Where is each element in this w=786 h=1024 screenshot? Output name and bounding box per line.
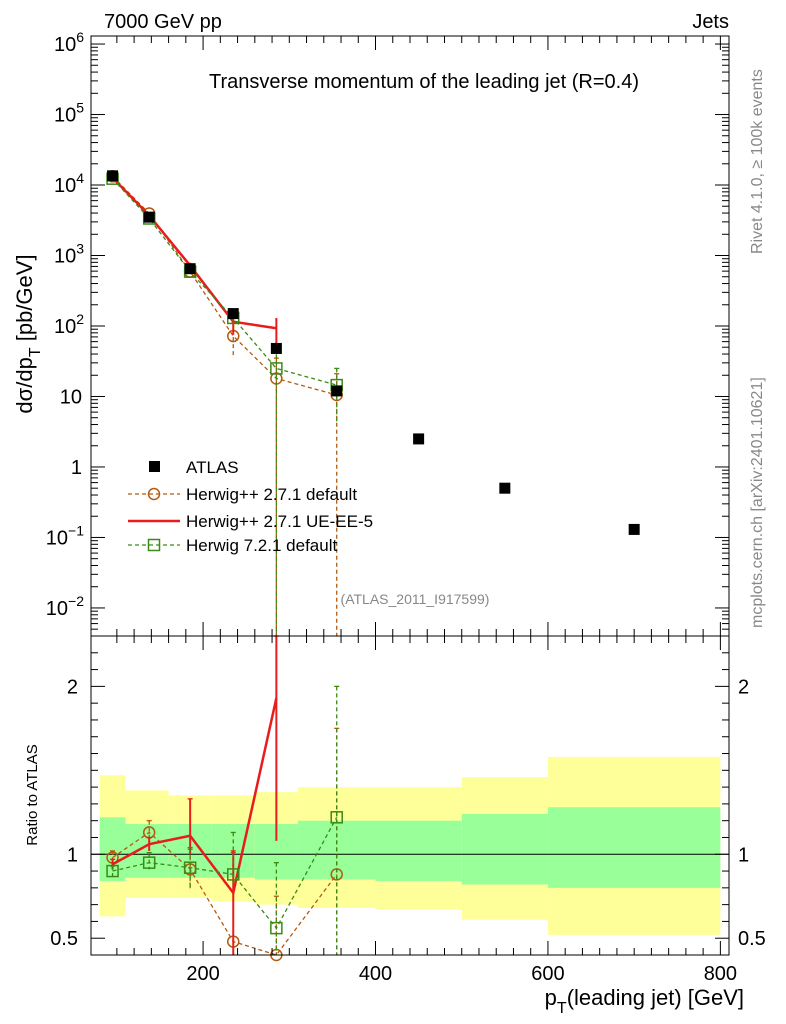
x-tick-label: 600 <box>531 963 564 985</box>
atlas-point <box>184 263 196 275</box>
h721_default-main-marker <box>270 362 283 375</box>
y-tick-label: 104 <box>54 170 84 197</box>
chart-title: Transverse momentum of the leading jet (… <box>209 71 639 93</box>
legend-label-h271-default: Herwig++ 2.7.1 default <box>186 485 357 504</box>
ratio-tick-label-left: 1 <box>67 844 78 866</box>
x-axis-label: pT(leading jet) [GeV] <box>545 985 744 1017</box>
atlas-point <box>270 342 282 354</box>
h721_default-ratio-marker <box>330 811 343 824</box>
legend-label-h721-default: Herwig 7.2.1 default <box>186 536 337 555</box>
side-text-mcplots: mcplots.cern.ch [arXiv:2401.10621] <box>749 377 766 628</box>
h271_default-main-line <box>112 175 337 396</box>
y-tick-label: 10−2 <box>46 593 84 620</box>
h721_default-ratio-marker <box>183 861 197 874</box>
legend: ATLAS Herwig++ 2.7.1 default Herwig++ 2.… <box>128 458 373 555</box>
ratio-plot-frame <box>90 635 730 956</box>
ratio-tick-label-left: 0.5 <box>50 928 78 950</box>
atlas-point <box>628 523 640 535</box>
ratio-tick-label-right: 0.5 <box>738 928 766 950</box>
ratio-tick-label-left: 2 <box>67 676 78 698</box>
atlas-point <box>413 433 425 445</box>
legend-label-atlas: ATLAS <box>186 458 239 477</box>
band-inner-1 <box>125 824 169 878</box>
y-tick-label: 103 <box>54 241 84 268</box>
ratio-tick-label-right: 2 <box>738 676 749 698</box>
h721_default-ratio-marker <box>142 856 156 869</box>
ratio-tick-label-right: 1 <box>738 844 749 866</box>
analysis-id: (ATLAS_2011_I917599) <box>341 591 490 607</box>
h721_default-ratio-marker <box>106 864 119 878</box>
atlas-point <box>143 211 155 223</box>
atlas-data-points <box>107 170 640 535</box>
atlas-point <box>499 482 511 494</box>
legend-marker-h271-default <box>147 487 161 501</box>
atlas-point <box>227 308 239 320</box>
y-tick-label: 1 <box>71 457 82 479</box>
h721_default-main-line <box>112 178 337 386</box>
atlas-point <box>107 170 119 182</box>
ratio-y-axis-label: Ratio to ATLAS <box>24 744 41 845</box>
y-tick-label: 10−1 <box>46 522 84 549</box>
y-axis-label: dσ/dpT [pb/GeV] <box>12 254 44 413</box>
h271_default-ratio-line <box>112 831 338 956</box>
side-text-rivet: Rivet 4.1.0, ≥ 100k events <box>749 69 766 254</box>
header-left: 7000 GeV pp <box>104 11 222 33</box>
h721_default-ratio-marker <box>227 868 240 881</box>
x-tick-label: 200 <box>186 963 219 985</box>
legend-marker-h721-default <box>147 538 161 552</box>
y-tick-label: 106 <box>54 29 84 56</box>
h721_default-ratio-marker <box>270 921 283 935</box>
band-inner-6 <box>375 820 462 882</box>
x-tick-label: 800 <box>704 963 737 985</box>
legend-marker-atlas <box>149 461 160 472</box>
axis-ticks: 200 400 600 800 10−2 10−1 1 10 102 103 104 105 106 0.… <box>46 29 766 985</box>
x-tick-label: 400 <box>359 963 392 985</box>
atlas-point <box>331 385 343 397</box>
y-tick-label: 105 <box>54 100 84 127</box>
band-inner-7 <box>461 813 548 885</box>
band-inner-0 <box>99 817 126 882</box>
legend-label-h271-ueee5: Herwig++ 2.7.1 UE-EE-5 <box>186 512 373 531</box>
y-tick-label: 10 <box>60 386 82 408</box>
header-right: Jets <box>692 11 729 33</box>
y-tick-label: 102 <box>54 311 84 338</box>
band-inner-8 <box>547 807 721 888</box>
